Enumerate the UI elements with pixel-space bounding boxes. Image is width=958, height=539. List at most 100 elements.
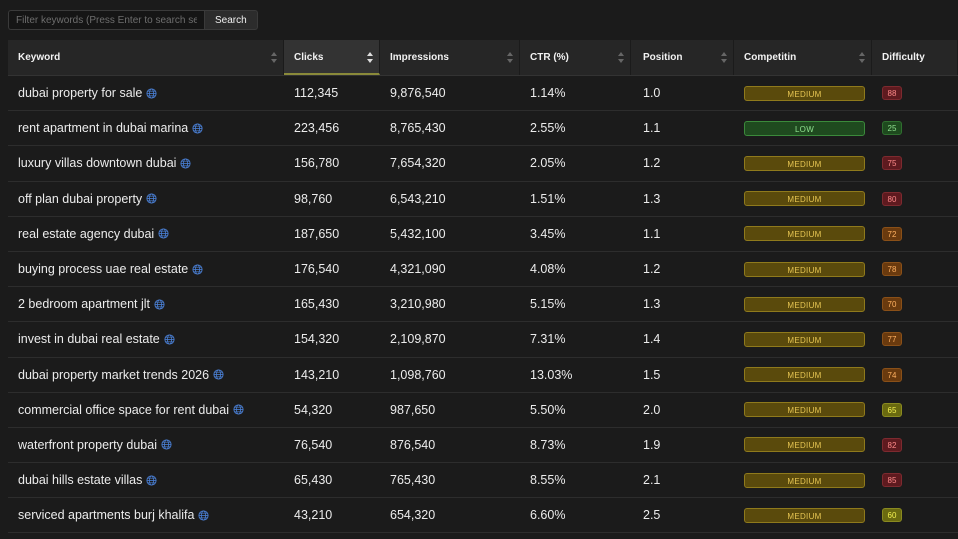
column-label: Difficulty [882, 52, 925, 63]
keyword-cell: serviced apartments burj khalifa [8, 498, 284, 532]
impressions-cell: 3,210,980 [390, 297, 446, 312]
keyword-cell: real estate agency dubai [8, 217, 284, 251]
globe-icon[interactable] [180, 158, 191, 169]
keyword-link[interactable]: dubai property for sale [18, 86, 157, 100]
competition-badge: MEDIUM [744, 472, 865, 488]
position-cell: 2.1 [643, 473, 661, 488]
keyword-cell: rent apartment in dubai marina [8, 111, 284, 145]
keyword-cell: dubai property for sale [8, 76, 284, 110]
search-input[interactable] [8, 10, 204, 30]
keyword-link[interactable]: dubai property market trends 2026 [18, 368, 224, 382]
clicks-cell: 76,540 [294, 437, 333, 452]
keyword-link[interactable]: serviced apartments burj khalifa [18, 508, 210, 522]
keyword-table: Keyword Clicks Impressions CTR (%) Posit… [8, 40, 958, 534]
competition-badge: MEDIUM [744, 437, 865, 453]
sort-icon [507, 52, 513, 63]
keyword-text: rent apartment in dubai marina [18, 121, 189, 136]
keyword-link[interactable]: luxury villas downtown dubai [18, 156, 191, 170]
ctr-cell: 5.15% [530, 297, 566, 312]
keyword-link[interactable]: rent apartment in dubai marina [18, 121, 203, 135]
keyword-link[interactable]: 2 bedroom apartment jlt [18, 297, 165, 311]
globe-icon[interactable] [158, 228, 169, 239]
position-cell: 1.0 [643, 86, 661, 101]
column-header-difficulty[interactable]: Difficulty [872, 40, 958, 75]
column-label: Clicks [294, 52, 324, 63]
position-cell: 1.3 [643, 191, 661, 206]
impressions-cell: 876,540 [390, 437, 436, 452]
table-header: Keyword Clicks Impressions CTR (%) Posit… [8, 40, 958, 76]
column-label: Keyword [18, 52, 61, 63]
difficulty-badge: 70 [882, 297, 902, 312]
keyword-link[interactable]: off plan dubai property [18, 192, 157, 206]
competition-cell: MEDIUM [734, 498, 872, 532]
position-cell: 1.9 [643, 437, 661, 452]
keyword-link[interactable]: commercial office space for rent dubai [18, 403, 244, 417]
difficulty-badge: 74 [882, 367, 902, 382]
table-row: 2 bedroom apartment jlt 165,430 3,210,98… [8, 287, 958, 323]
column-header-position[interactable]: Position [631, 40, 734, 75]
clicks-cell: 154,320 [294, 332, 340, 347]
table-row: buying process uae real estate 176,540 4… [8, 251, 958, 288]
keyword-link[interactable]: buying process uae real estate [18, 262, 203, 276]
ctr-cell: 8.55% [530, 473, 566, 488]
keyword-text: commercial office space for rent dubai [18, 402, 229, 417]
keyword-link[interactable]: real estate agency dubai [18, 227, 169, 241]
sort-icon [721, 52, 727, 63]
keyword-link[interactable]: invest in dubai real estate [18, 332, 175, 346]
keyword-text: dubai hills estate villas [18, 473, 143, 488]
competition-badge: MEDIUM [744, 331, 865, 347]
difficulty-cell: 75 [872, 146, 958, 180]
clicks-cell: 143,210 [294, 367, 340, 382]
keyword-link[interactable]: waterfront property dubai [18, 438, 172, 452]
impressions-cell: 5,432,100 [390, 226, 446, 241]
column-header-impressions[interactable]: Impressions [380, 40, 520, 75]
position-cell: 1.1 [643, 226, 661, 241]
competition-badge: MEDIUM [744, 261, 865, 277]
globe-icon[interactable] [233, 404, 244, 415]
keyword-text: waterfront property dubai [18, 437, 157, 452]
column-header-keyword[interactable]: Keyword [8, 40, 284, 75]
globe-icon[interactable] [146, 475, 157, 486]
difficulty-cell: 80 [872, 182, 958, 216]
difficulty-cell: 88 [872, 76, 958, 110]
competition-badge: MEDIUM [744, 155, 865, 171]
difficulty-badge: 25 [882, 121, 902, 136]
search-button[interactable]: Search [204, 10, 258, 30]
keyword-link[interactable]: dubai hills estate villas [18, 473, 157, 487]
globe-icon[interactable] [146, 88, 157, 99]
keyword-cell: commercial office space for rent dubai [8, 393, 284, 427]
difficulty-cell: 77 [872, 322, 958, 356]
difficulty-badge: 88 [882, 86, 902, 101]
keyword-cell: dubai hills estate villas [8, 463, 284, 497]
globe-icon[interactable] [192, 263, 203, 275]
search-bar: Search [8, 10, 258, 30]
column-label: Impressions [390, 52, 449, 63]
keyword-text: dubai property for sale [18, 86, 143, 101]
competition-badge: LOW [744, 120, 865, 136]
ctr-cell: 8.73% [530, 437, 566, 452]
difficulty-cell: 70 [872, 287, 958, 321]
competition-badge: MEDIUM [744, 85, 865, 101]
competition-cell: MEDIUM [734, 182, 872, 216]
difficulty-badge: 72 [882, 226, 902, 241]
globe-icon[interactable] [198, 510, 210, 521]
clicks-cell: 112,345 [294, 86, 339, 101]
globe-icon[interactable] [192, 123, 203, 134]
difficulty-badge: 77 [882, 332, 902, 347]
column-header-ctr[interactable]: CTR (%) [520, 40, 631, 75]
globe-icon[interactable] [161, 439, 172, 451]
column-header-competition[interactable]: Competitin [734, 40, 872, 75]
sort-icon [271, 52, 277, 63]
globe-icon[interactable] [146, 193, 157, 204]
clicks-cell: 65,430 [294, 473, 333, 488]
competition-cell: MEDIUM [734, 322, 872, 356]
difficulty-badge: 60 [882, 508, 902, 523]
globe-icon[interactable] [213, 369, 224, 380]
position-cell: 1.5 [643, 367, 661, 382]
difficulty-cell: 82 [872, 428, 958, 462]
keyword-cell: buying process uae real estate [8, 252, 284, 286]
position-cell: 1.2 [643, 156, 661, 171]
column-header-clicks[interactable]: Clicks [284, 40, 380, 75]
globe-icon[interactable] [164, 334, 175, 345]
globe-icon[interactable] [154, 299, 165, 310]
